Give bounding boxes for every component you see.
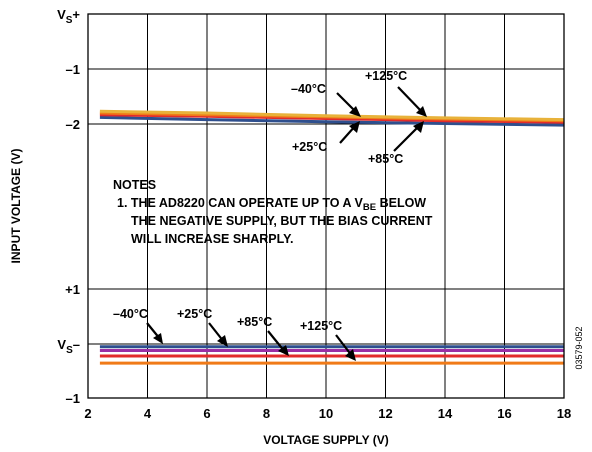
y-tick-main: V: [57, 7, 66, 22]
x-tick-label: 2: [84, 406, 91, 421]
y-tick-label: VS–: [57, 337, 80, 356]
x-tick-labels: 2 4 6 8 10 12 14 16 18: [84, 406, 571, 421]
y-tick-suffix: –: [73, 337, 80, 352]
y-tick-label: VS+: [57, 7, 80, 26]
notes-line-1: 1. THE AD8220 CAN OPERATE UP TO A VBE BE…: [117, 196, 426, 213]
upper-label-25: +25°C: [292, 140, 327, 154]
arrow-125: [397, 86, 424, 114]
x-tick-label: 18: [557, 406, 571, 421]
y-tick-main: +1: [65, 282, 80, 297]
notes-line-3: WILL INCREASE SHARPLY.: [131, 232, 294, 246]
arrow-85: [393, 124, 421, 152]
upper-series-line-1: [99, 113, 565, 124]
x-tick-label: 8: [263, 406, 270, 421]
lower-arrowhead-85: [278, 345, 289, 356]
x-tick-label: 10: [319, 406, 333, 421]
x-tick-label: 16: [497, 406, 511, 421]
arrowhead-minus40: [349, 106, 361, 117]
upper-series-line-0: [99, 115, 565, 127]
y-tick-label: –2: [66, 117, 80, 132]
upper-label-minus40: –40°C: [291, 82, 326, 96]
notes-line-1-text: 1. THE AD8220 CAN OPERATE UP TO A V: [117, 196, 364, 210]
upper-annotations: –40°C +125°C +25°C +85°C: [291, 69, 427, 166]
upper-series-line-3: [99, 109, 565, 122]
lower-annotations: –40°C +25°C +85°C +125°C: [113, 307, 356, 361]
x-axis-title: VOLTAGE SUPPLY (V): [263, 433, 389, 447]
upper-label-125: +125°C: [365, 69, 407, 83]
lower-arrowhead-125: [345, 349, 356, 361]
upper-series-lines: [99, 109, 565, 127]
upper-label-85: +85°C: [368, 152, 403, 166]
notes-block: NOTES 1. THE AD8220 CAN OPERATE UP TO A …: [113, 178, 433, 246]
y-tick-labels: VS+–1–2+1VS––1: [57, 7, 80, 406]
y-tick-label: +1: [65, 282, 80, 297]
notes-line-1-tail: BELOW: [376, 196, 426, 210]
y-tick-main: –1: [66, 391, 80, 406]
notes-line-1-subscript: BE: [363, 202, 376, 213]
lower-label-85: +85°C: [237, 315, 272, 329]
lower-label-25: +25°C: [177, 307, 212, 321]
y-tick-label: –1: [66, 62, 80, 77]
plot-frame: [87, 13, 565, 399]
notes-line-2: THE NEGATIVE SUPPLY, BUT THE BIAS CURREN…: [131, 214, 433, 228]
y-tick-suffix: +: [72, 7, 80, 22]
y-tick-main: –1: [66, 62, 80, 77]
lower-label-125: +125°C: [300, 319, 342, 333]
lower-series-lines: [99, 345, 564, 365]
y-tick-sub: S: [66, 15, 73, 26]
lower-label-minus40: –40°C: [113, 307, 148, 321]
y-tick-main: V: [57, 337, 66, 352]
arrowhead-125: [416, 106, 427, 117]
y-tick-label: –1: [66, 391, 80, 406]
grid: [88, 13, 564, 398]
x-tick-label: 14: [438, 406, 453, 421]
x-tick-label: 6: [203, 406, 210, 421]
lower-arrowhead-minus40: [153, 333, 163, 344]
x-tick-label: 4: [144, 406, 152, 421]
y-tick-main: –2: [66, 117, 80, 132]
arrowhead-25: [349, 121, 360, 133]
x-tick-label: 12: [378, 406, 392, 421]
figure-id: 03579-052: [574, 326, 584, 369]
lower-arrowhead-25: [217, 335, 228, 347]
y-axis-title: INPUT VOLTAGE (V): [9, 149, 23, 264]
y-tick-sub: S: [66, 345, 73, 356]
notes-title: NOTES: [113, 178, 156, 192]
arrowhead-85: [413, 121, 424, 133]
